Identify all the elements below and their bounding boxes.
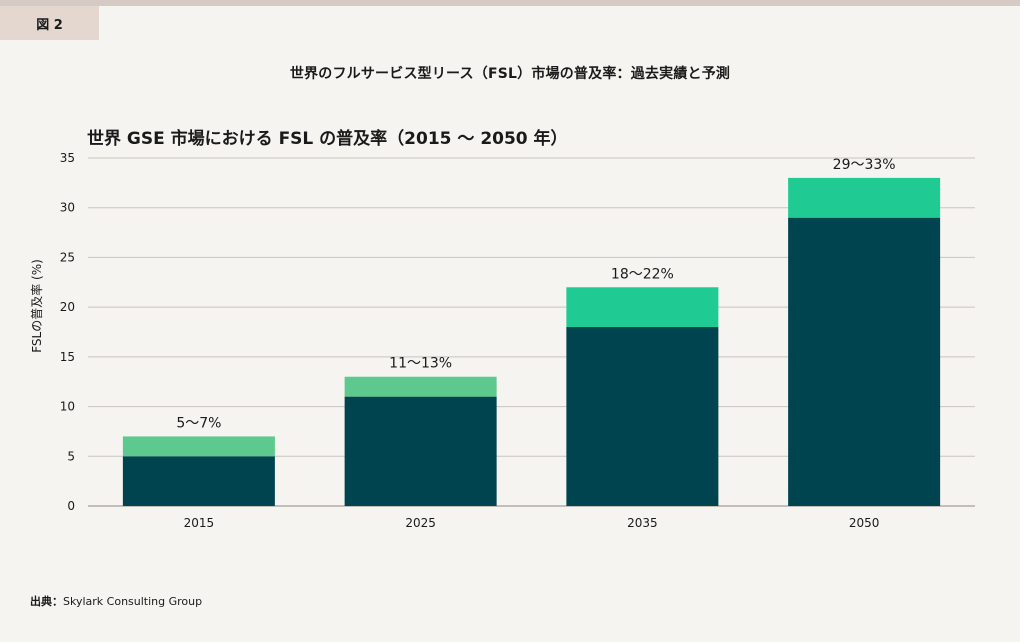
source-label: 出典： — [30, 595, 63, 608]
bar-chart: 051015202530355〜7%201511〜13%202518〜22%20… — [29, 151, 975, 530]
top-rule — [0, 0, 1020, 6]
x-tick-label: 2050 — [849, 516, 880, 530]
x-tick-label: 2025 — [405, 516, 436, 530]
figure-label: 図 2 — [0, 6, 99, 40]
bar-range-2025 — [344, 376, 497, 397]
bar-base-2050 — [788, 217, 941, 506]
y-tick-label: 15 — [60, 350, 75, 364]
data-label-2050: 29〜33% — [833, 157, 896, 173]
y-tick-label: 5 — [67, 449, 75, 463]
bar-base-2015 — [122, 456, 275, 506]
y-tick-label: 25 — [60, 250, 75, 264]
y-tick-label: 10 — [60, 400, 75, 414]
source-text: Skylark Consulting Group — [63, 595, 203, 608]
y-tick-label: 35 — [60, 151, 75, 165]
y-tick-label: 20 — [60, 300, 75, 314]
data-label-2015: 5〜7% — [176, 415, 221, 431]
data-label-2025: 11〜13% — [389, 356, 452, 372]
y-axis-label: FSLの普及率 (%) — [29, 259, 44, 353]
bar-base-2035 — [566, 327, 719, 506]
chart-title: 世界 GSE 市場における FSL の普及率（2015 〜 2050 年） — [87, 129, 568, 149]
x-tick-label: 2015 — [184, 516, 215, 530]
x-tick-label: 2035 — [627, 516, 658, 530]
source-note: 出典：Skylark Consulting Group — [30, 593, 202, 609]
main-title: 世界のフルサービス型リース（FSL）市場の普及率：過去実績と予測 — [289, 66, 731, 82]
bar-range-2015 — [122, 436, 275, 457]
bar-range-2050 — [788, 177, 941, 218]
y-tick-label: 0 — [67, 499, 75, 513]
bar-base-2025 — [344, 396, 497, 506]
bar-range-2035 — [566, 287, 719, 328]
data-label-2035: 18〜22% — [611, 266, 674, 282]
y-tick-label: 30 — [60, 201, 75, 215]
